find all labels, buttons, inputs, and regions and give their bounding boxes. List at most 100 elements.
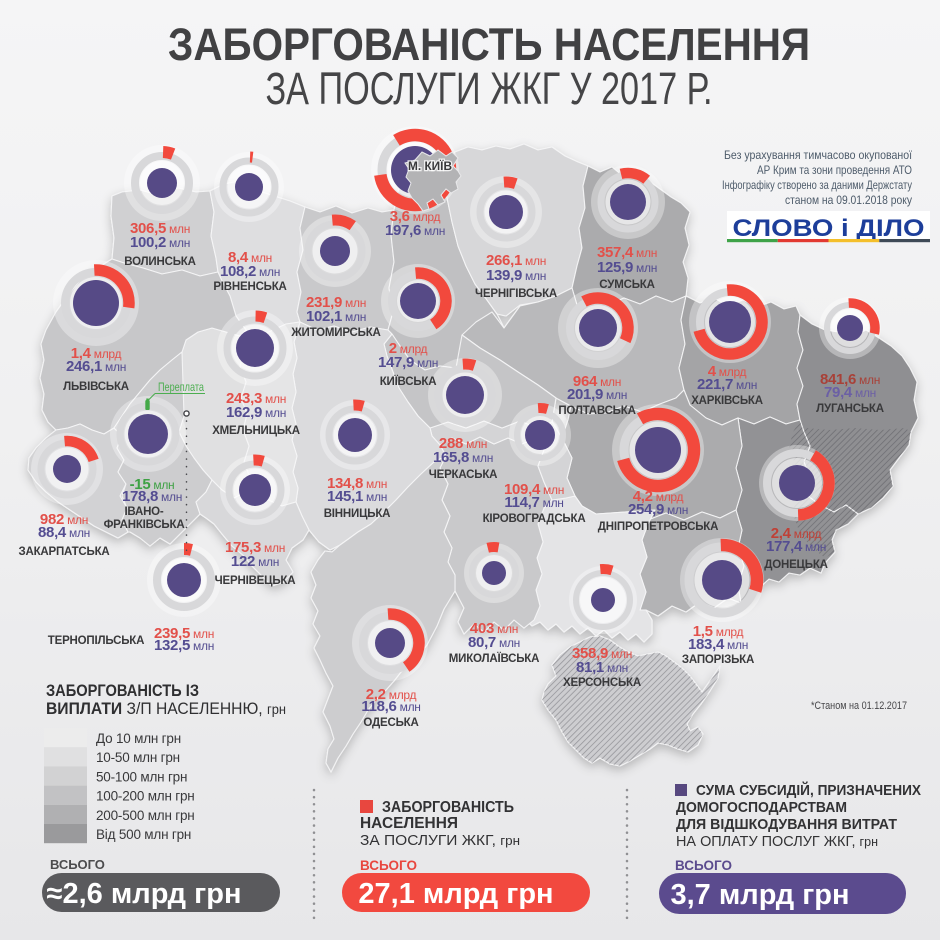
svg-text:10-50 млн грн: 10-50 млн грн: [96, 750, 180, 765]
svg-text:Від 500 млн грн: Від 500 млн грн: [96, 827, 191, 842]
svg-text:ЧЕРКАСЬКА: ЧЕРКАСЬКА: [429, 469, 498, 481]
svg-text:2,2 млрд: 2,2 млрд: [366, 686, 417, 703]
svg-text:ЗАПОРІЗЬКА: ЗАПОРІЗЬКА: [682, 654, 754, 666]
svg-text:221,7 млн: 221,7 млн: [697, 376, 757, 393]
svg-text:27,1 млрд грн: 27,1 млрд грн: [358, 878, 553, 910]
svg-text:3,6 млрд: 3,6 млрд: [390, 208, 441, 225]
svg-text:ЛЬВІВСЬКА: ЛЬВІВСЬКА: [63, 381, 129, 393]
svg-text:ХЕРСОНСЬКА: ХЕРСОНСЬКА: [563, 677, 641, 689]
svg-text:ДЛЯ ВІДШКОДУВАННЯ ВИТРАТ: ДЛЯ ВІДШКОДУВАННЯ ВИТРАТ: [676, 816, 897, 833]
svg-text:8,4 млн: 8,4 млн: [228, 249, 272, 266]
svg-text:ЗА ПОСЛУГИ ЖКГ, грн: ЗА ПОСЛУГИ ЖКГ, грн: [360, 832, 520, 849]
svg-text:ХАРКІВСЬКА: ХАРКІВСЬКА: [691, 395, 763, 407]
svg-text:145,1 млн: 145,1 млн: [327, 488, 387, 505]
svg-text:122 млн: 122 млн: [231, 553, 279, 570]
svg-text:ДОНЕЦЬКА: ДОНЕЦЬКА: [764, 559, 828, 571]
svg-text:266,1 млн: 266,1 млн: [486, 252, 546, 269]
svg-text:ВСЬОГО: ВСЬОГО: [675, 858, 732, 873]
svg-text:ВОЛИНСЬКА: ВОЛИНСЬКА: [124, 256, 195, 268]
svg-text:станом на 09.01.2018 року: станом на 09.01.2018 року: [785, 193, 912, 207]
svg-text:МИКОЛАЇВСЬКА: МИКОЛАЇВСЬКА: [449, 652, 539, 665]
svg-text:197,6 млн: 197,6 млн: [385, 222, 445, 239]
svg-text:ОДЕСЬКА: ОДЕСЬКА: [363, 717, 418, 729]
svg-text:ЧЕРНІГІВСЬКА: ЧЕРНІГІВСЬКА: [475, 288, 557, 300]
svg-text:118,6 млн: 118,6 млн: [361, 698, 420, 715]
svg-text:М. КИЇВ: М. КИЇВ: [408, 160, 452, 173]
svg-text:ЧЕРНІВЕЦЬКА: ЧЕРНІВЕЦЬКА: [215, 575, 296, 587]
svg-text:ІВАНО-: ІВАНО-: [124, 506, 163, 518]
svg-text:243,3 млн: 243,3 млн: [226, 390, 286, 407]
svg-text:200-500 млн грн: 200-500 млн грн: [96, 808, 195, 823]
svg-text:4,2 млрд: 4,2 млрд: [633, 488, 684, 505]
svg-text:ТЕРНОПІЛЬСЬКА: ТЕРНОПІЛЬСЬКА: [48, 635, 144, 647]
svg-text:2 млрд: 2 млрд: [389, 340, 428, 357]
svg-text:147,9 млн: 147,9 млн: [378, 354, 438, 371]
svg-text:108,2 млн: 108,2 млн: [220, 263, 280, 280]
svg-text:СУМА СУБСИДІЙ, ПРИЗНАЧЕНИХ: СУМА СУБСИДІЙ, ПРИЗНАЧЕНИХ: [696, 781, 921, 799]
svg-text:201,9 млн: 201,9 млн: [567, 386, 627, 403]
svg-text:ЛУГАНСЬКА: ЛУГАНСЬКА: [816, 403, 884, 415]
svg-text:ВІННИЦЬКА: ВІННИЦЬКА: [324, 508, 391, 520]
svg-text:88,4 млн: 88,4 млн: [38, 524, 90, 541]
svg-text:254,9 млн: 254,9 млн: [628, 501, 688, 518]
svg-text:ХМЕЛЬНИЦЬКА: ХМЕЛЬНИЦЬКА: [212, 425, 300, 437]
svg-text:178,8 млн: 178,8 млн: [122, 488, 182, 505]
svg-text:175,3 млн: 175,3 млн: [225, 539, 285, 556]
svg-text:ДНІПРОПЕТРОВСЬКА: ДНІПРОПЕТРОВСЬКА: [598, 521, 718, 533]
svg-text:1,5 млрд: 1,5 млрд: [693, 623, 744, 640]
svg-text:183,4 млн: 183,4 млн: [688, 636, 748, 653]
svg-text:ЗАБОРГОВАНІСТЬ НАСЕЛЕННЯ: ЗАБОРГОВАНІСТЬ НАСЕЛЕННЯ: [168, 19, 810, 70]
svg-text:306,5 млн: 306,5 млн: [130, 220, 190, 237]
svg-text:ВСЬОГО: ВСЬОГО: [50, 857, 105, 872]
svg-text:КІРОВОГРАДСЬКА: КІРОВОГРАДСЬКА: [483, 513, 586, 525]
svg-text:80,7 млн: 80,7 млн: [468, 634, 520, 651]
svg-text:ЗАБОРГОВАНІСТЬ: ЗАБОРГОВАНІСТЬ: [382, 799, 514, 816]
svg-text:До 10 млн грн: До 10 млн грн: [96, 731, 181, 746]
svg-text:81,1 млн: 81,1 млн: [576, 659, 628, 676]
svg-text:231,9 млн: 231,9 млн: [306, 294, 366, 311]
svg-text:288 млн: 288 млн: [439, 435, 487, 452]
svg-text:РІВНЕНСЬКА: РІВНЕНСЬКА: [213, 281, 286, 293]
svg-text:139,9 млн: 139,9 млн: [486, 267, 546, 284]
svg-text:841,6 млн: 841,6 млн: [820, 371, 880, 388]
svg-text:403 млн: 403 млн: [470, 620, 518, 637]
svg-text:102,1 млн: 102,1 млн: [306, 308, 366, 325]
svg-text:162,9 млн: 162,9 млн: [226, 404, 286, 421]
svg-text:358,9 млн: 358,9 млн: [572, 645, 632, 662]
svg-text:ЗАКАРПАТСЬКА: ЗАКАРПАТСЬКА: [18, 546, 109, 558]
svg-text:982 млн: 982 млн: [40, 511, 88, 528]
svg-text:132,5 млн: 132,5 млн: [154, 637, 214, 654]
svg-text:114,7 млн: 114,7 млн: [504, 494, 563, 511]
svg-text:3,7 млрд грн: 3,7 млрд грн: [670, 879, 849, 911]
svg-text:964 млн: 964 млн: [573, 373, 621, 390]
svg-text:100,2 млн: 100,2 млн: [130, 234, 190, 251]
svg-text:-15 млн: -15 млн: [130, 476, 175, 493]
svg-text:ВСЬОГО: ВСЬОГО: [360, 858, 417, 873]
svg-text:134,8 млн: 134,8 млн: [327, 475, 387, 492]
svg-text:ДОМОГОСПОДАРСТВАМ: ДОМОГОСПОДАРСТВАМ: [676, 799, 847, 816]
svg-text:ЖИТОМИРСЬКА: ЖИТОМИРСЬКА: [290, 327, 380, 339]
svg-text:4 млрд: 4 млрд: [708, 363, 747, 380]
svg-text:239,5 млн: 239,5 млн: [154, 625, 214, 642]
svg-text:*Станом на 01.12.2017: *Станом на 01.12.2017: [811, 700, 907, 712]
svg-text:Без урахування тимчасово окупо: Без урахування тимчасово окупованої: [724, 148, 913, 162]
svg-text:Інфографіку створено за даними: Інфографіку створено за даними Держстату: [722, 178, 912, 192]
svg-text:НАСЕЛЕННЯ: НАСЕЛЕННЯ: [360, 815, 458, 832]
svg-text:1,4 млрд: 1,4 млрд: [71, 345, 122, 362]
svg-text:125,9 млн: 125,9 млн: [597, 259, 657, 276]
svg-text:177,4 млн: 177,4 млн: [766, 538, 826, 555]
svg-text:АР Крим та зони проведення АТО: АР Крим та зони проведення АТО: [757, 163, 912, 177]
svg-text:ЗАБОРГОВАНІСТЬ ІЗ: ЗАБОРГОВАНІСТЬ ІЗ: [46, 681, 199, 700]
svg-text:≈2,6 млрд грн: ≈2,6 млрд грн: [47, 878, 242, 910]
svg-text:246,1 млн: 246,1 млн: [66, 358, 126, 375]
svg-text:ЗА ПОСЛУГИ ЖКГ У 2017 Р.: ЗА ПОСЛУГИ ЖКГ У 2017 Р.: [266, 63, 713, 114]
svg-text:165,8 млн: 165,8 млн: [433, 449, 493, 466]
svg-text:ВИПЛАТИ З/П НАСЕЛЕННЮ, грн: ВИПЛАТИ З/П НАСЕЛЕННЮ, грн: [46, 699, 286, 718]
svg-text:ПОЛТАВСЬКА: ПОЛТАВСЬКА: [558, 405, 635, 417]
svg-text:2,4 млрд: 2,4 млрд: [771, 525, 822, 542]
svg-text:357,4 млн: 357,4 млн: [597, 244, 657, 261]
svg-text:50-100 млн грн: 50-100 млн грн: [96, 769, 187, 784]
svg-text:109,4 млн: 109,4 млн: [504, 481, 564, 498]
svg-text:КИЇВСЬКА: КИЇВСЬКА: [380, 375, 437, 388]
svg-text:СУМСЬКА: СУМСЬКА: [599, 279, 654, 291]
